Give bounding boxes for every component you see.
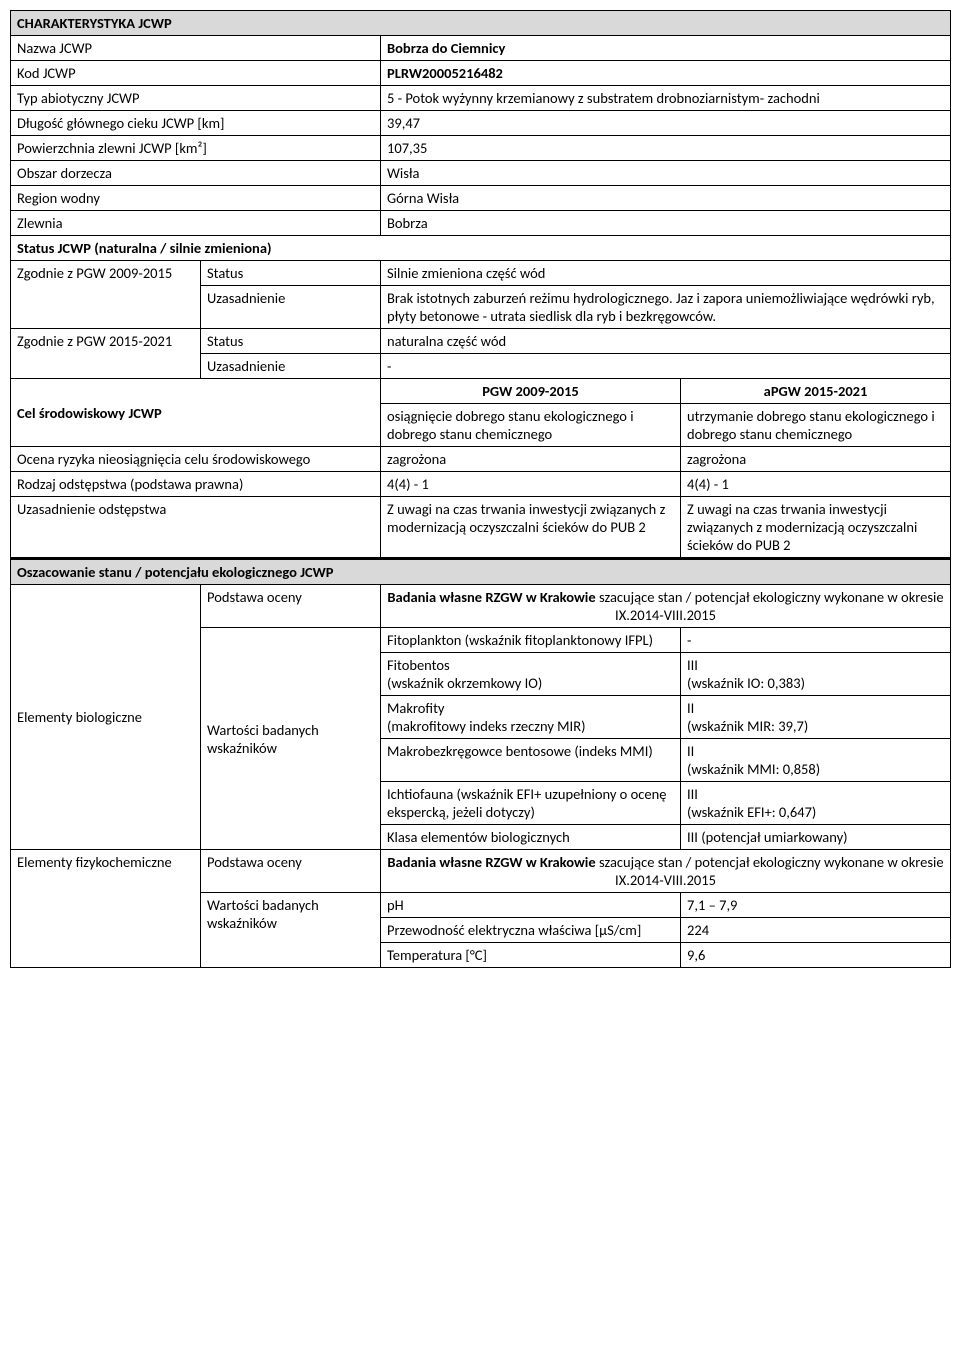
label-nazwa: Nazwa JCWP xyxy=(11,36,381,61)
status1-val: Silnie zmieniona część wód xyxy=(381,261,951,286)
elem-bio: Elementy biologiczne xyxy=(11,585,201,850)
bio-1-val: III (wskaźnik IO: 0,383) xyxy=(681,653,951,696)
bio-1-name: Fitobentos (wskaźnik okrzemkowy IO) xyxy=(381,653,681,696)
bio-0-val: - xyxy=(681,628,951,653)
fiz-2-val: 9,6 xyxy=(681,943,951,968)
uzod-label: Uzasadnienie odstępstwa xyxy=(11,497,381,559)
cel-label: Cel środowiskowy JCWP xyxy=(11,379,381,447)
uzasad2-val: - xyxy=(381,354,951,379)
rodzaj-pgw: 4(4) - 1 xyxy=(381,472,681,497)
val-zlewnia: Bobrza xyxy=(381,211,951,236)
fiz-1-val: 224 xyxy=(681,918,951,943)
label-powierzchnia: Powierzchnia zlewni JCWP [km²] xyxy=(11,136,381,161)
label-kod: Kod JCWP xyxy=(11,61,381,86)
bio-0-name: Fitoplankton (wskaźnik fitoplanktonowy I… xyxy=(381,628,681,653)
fiz-2-name: Temperatura [°C] xyxy=(381,943,681,968)
ocena-apgw: zagrożona xyxy=(681,447,951,472)
fiz-0-val: 7,1 – 7,9 xyxy=(681,893,951,918)
podstawa-bold: Badania własne RZGW w Krakowie xyxy=(387,588,595,606)
cel-pgw: osiągnięcie dobrego stanu ekologicznego … xyxy=(381,404,681,447)
elem-fiz: Elementy fizykochemiczne xyxy=(11,850,201,968)
status-label-1: Status xyxy=(201,261,381,286)
bio-4-name: Ichtiofauna (wskaźnik EFI+ uzupełniony o… xyxy=(381,782,681,825)
val-obszar: Wisła xyxy=(381,161,951,186)
podstawa-label-bio: Podstawa oceny xyxy=(201,585,381,628)
podstawa-rest-2: szacujące stan / potencjał ekologiczny w… xyxy=(596,853,944,889)
wartosci-label-bio: Wartości badanych wskaźników xyxy=(201,628,381,850)
bio-2-val: II (wskaźnik MIR: 39,7) xyxy=(681,696,951,739)
status2-val: naturalna część wód xyxy=(381,329,951,354)
podstawa-fiz: Badania własne RZGW w Krakowie szacujące… xyxy=(381,850,951,893)
label-typ: Typ abiotyczny JCWP xyxy=(11,86,381,111)
val-dlugosc: 39,47 xyxy=(381,111,951,136)
val-powierzchnia: 107,35 xyxy=(381,136,951,161)
wartosci-label-fiz: Wartości badanych wskaźników xyxy=(201,893,381,968)
label-zlewnia: Zlewnia xyxy=(11,211,381,236)
val-typ: 5 - Potok wyżynny krzemianowy z substrat… xyxy=(381,86,951,111)
cel-apgw: utrzymanie dobrego stanu ekologicznego i… xyxy=(681,404,951,447)
period2: Zgodnie z PGW 2015-2021 xyxy=(11,329,201,379)
bio-5-val: III (potencjał umiarkowany) xyxy=(681,825,951,850)
col-pgw: PGW 2009-2015 xyxy=(381,379,681,404)
ocena-label: Ocena ryzyka nieosiągnięcia celu środowi… xyxy=(11,447,381,472)
uzod-apgw: Z uwagi na czas trwania inwestycji związ… xyxy=(681,497,951,559)
uzasad-label-2: Uzasadnienie xyxy=(201,354,381,379)
uzasad-label-1: Uzasadnienie xyxy=(201,286,381,329)
bio-2-name: Makrofity (makrofitowy indeks rzeczny MI… xyxy=(381,696,681,739)
section-header-oszacowanie: Oszacowanie stanu / potencjału ekologicz… xyxy=(11,559,951,585)
val-region: Górna Wisła xyxy=(381,186,951,211)
bio-3-val: II (wskaźnik MMI: 0,858) xyxy=(681,739,951,782)
podstawa-bio: Badania własne RZGW w Krakowie szacujące… xyxy=(381,585,951,628)
col-apgw: aPGW 2015-2021 xyxy=(681,379,951,404)
podstawa-rest: szacujące stan / potencjał ekologiczny w… xyxy=(596,588,944,624)
status-header: Status JCWP (naturalna / silnie zmienion… xyxy=(11,236,951,261)
ocena-pgw: zagrożona xyxy=(381,447,681,472)
uzod-pgw: Z uwagi na czas trwania inwestycji związ… xyxy=(381,497,681,559)
label-obszar: Obszar dorzecza xyxy=(11,161,381,186)
val-kod: PLRW20005216482 xyxy=(381,61,951,86)
period1: Zgodnie z PGW 2009-2015 xyxy=(11,261,201,329)
podstawa-label-fiz: Podstawa oceny xyxy=(201,850,381,893)
bio-3-name: Makrobezkręgowce bentosowe (indeks MMI) xyxy=(381,739,681,782)
label-dlugosc: Długość głównego cieku JCWP [km] xyxy=(11,111,381,136)
bio-4-val: III (wskaźnik EFI+: 0,647) xyxy=(681,782,951,825)
status-label-2: Status xyxy=(201,329,381,354)
rodzaj-apgw: 4(4) - 1 xyxy=(681,472,951,497)
label-region: Region wodny xyxy=(11,186,381,211)
rodzaj-label: Rodzaj odstępstwa (podstawa prawna) xyxy=(11,472,381,497)
fiz-0-name: pH xyxy=(381,893,681,918)
fiz-1-name: Przewodność elektryczna właściwa [µS/cm] xyxy=(381,918,681,943)
val-nazwa: Bobrza do Ciemnicy xyxy=(381,36,951,61)
section-header-charakterystyka: CHARAKTERYSTYKA JCWP xyxy=(11,11,951,36)
uzasad1-val: Brak istotnych zaburzeń reżimu hydrologi… xyxy=(381,286,951,329)
bio-5-name: Klasa elementów biologicznych xyxy=(381,825,681,850)
podstawa-bold-2: Badania własne RZGW w Krakowie xyxy=(387,853,595,871)
